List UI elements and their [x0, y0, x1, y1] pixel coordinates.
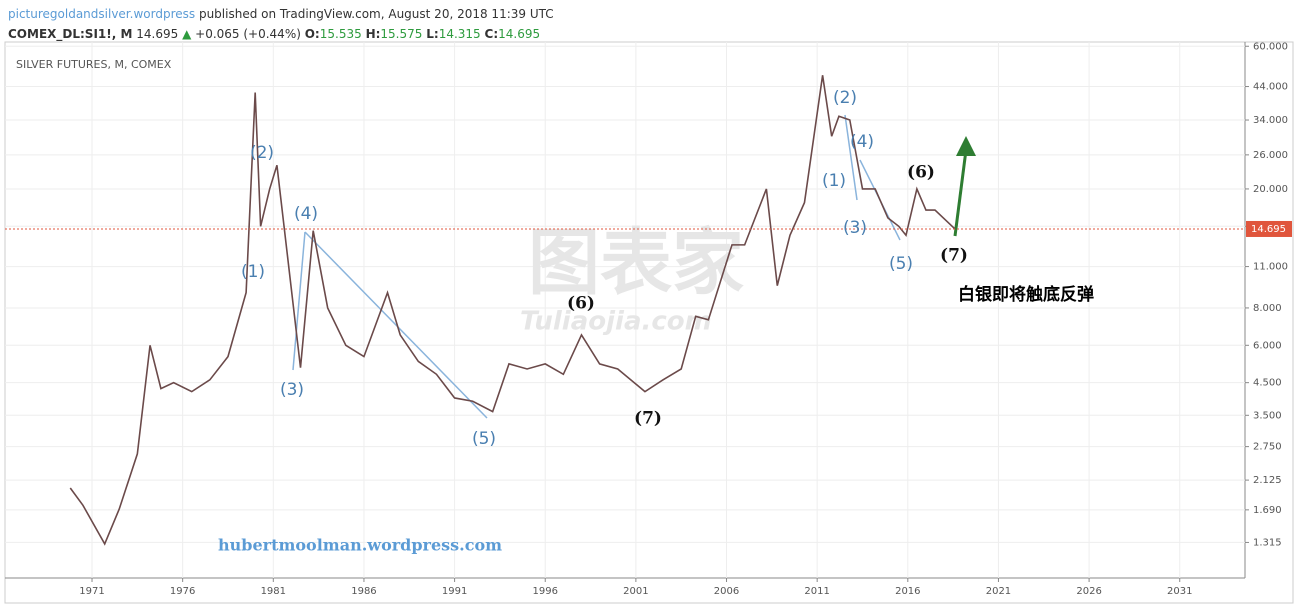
- x-tick-label: 2011: [804, 586, 829, 597]
- wave-line: [844, 114, 858, 201]
- wave-label-major: (6): [567, 294, 595, 314]
- last-price-box: [1246, 220, 1292, 237]
- y-tick-label: 34.000: [1253, 115, 1288, 126]
- wave-label: (5): [472, 429, 496, 449]
- close-value: 14.695: [498, 27, 541, 41]
- price: 14.695: [136, 27, 179, 41]
- wave-label: (2): [833, 88, 857, 108]
- x-tick-label: 2026: [1076, 586, 1101, 597]
- symbol: COMEX_DL:SI1!, M: [8, 27, 133, 41]
- x-tick-label: 2016: [895, 586, 920, 597]
- y-tick-label: 44.000: [1253, 82, 1288, 93]
- y-tick-label: 1.690: [1253, 505, 1282, 516]
- y-tick-label: 4.500: [1253, 378, 1282, 389]
- y-tick-label: 1.315: [1253, 537, 1282, 548]
- close-label: C:: [484, 27, 499, 41]
- y-tick-label: 3.500: [1253, 410, 1282, 421]
- y-tick-label: 60.000: [1253, 41, 1288, 52]
- y-tick-label: 26.000: [1253, 150, 1288, 161]
- credit: hubertmoolman.wordpress.com: [218, 536, 502, 555]
- x-tick-label: 1996: [533, 586, 558, 597]
- x-tick-label: 1971: [79, 586, 104, 597]
- wave-label: (3): [280, 380, 304, 400]
- header: picturegoldandsilver.wordpress published…: [8, 4, 554, 44]
- wave-label-major: (7): [634, 409, 662, 429]
- wave-label: (4): [850, 132, 874, 152]
- change: +0.065 (+0.44%): [195, 27, 301, 41]
- wave-label: (1): [241, 262, 265, 282]
- high-value: 15.575: [380, 27, 423, 41]
- last-price-label: 14.695: [1251, 224, 1286, 235]
- grid: [5, 42, 1245, 578]
- chart-title: SILVER FUTURES, M, COMEX: [16, 58, 172, 71]
- watermark-url: Tuliaojia.com: [520, 307, 712, 337]
- wave-label-major: (7): [940, 246, 968, 266]
- x-tick-label: 1986: [351, 586, 376, 597]
- high-label: H:: [365, 27, 381, 41]
- x-tick-label: 2031: [1167, 586, 1192, 597]
- wave-label: (2): [250, 143, 274, 163]
- y-tick-label: 2.125: [1253, 475, 1282, 486]
- low-label: L:: [426, 27, 439, 41]
- y-tick-label: 8.000: [1253, 303, 1282, 314]
- x-tick-label: 1991: [442, 586, 467, 597]
- x-tick-label: 2021: [986, 586, 1011, 597]
- author-link[interactable]: picturegoldandsilver.wordpress: [8, 7, 196, 21]
- wave-line: [304, 231, 488, 419]
- open-value: 15.535: [319, 27, 362, 41]
- y-tick-label: 11.000: [1253, 262, 1288, 273]
- wave-label: (4): [294, 204, 318, 224]
- x-tick-label: 1981: [261, 586, 286, 597]
- x-tick-label: 2001: [623, 586, 648, 597]
- wave-label: (1): [822, 171, 846, 191]
- y-tick-label: 2.750: [1253, 442, 1282, 453]
- low-value: 14.315: [438, 27, 481, 41]
- published: published on TradingView.com, August 20,…: [198, 7, 554, 21]
- ticker-line: COMEX_DL:SI1!, M 14.695 ▲ +0.065 (+0.44%…: [8, 27, 541, 41]
- watermark: 图表家: [528, 221, 744, 305]
- x-tick-label: 1976: [170, 586, 195, 597]
- x-tick-label: 2006: [714, 586, 739, 597]
- publish-line: picturegoldandsilver.wordpress published…: [8, 4, 554, 24]
- price-line: [69, 75, 956, 546]
- arrow-shaft: [953, 149, 968, 237]
- wave-label: (3): [843, 218, 867, 238]
- wave-label: (5): [889, 254, 913, 274]
- wave-line: [292, 231, 306, 371]
- wave-label-major: (6): [907, 163, 935, 183]
- y-tick-label: 20.000: [1253, 184, 1288, 195]
- open-label: O:: [304, 27, 320, 41]
- chinese-note: 白银即将触底反弹: [958, 284, 1094, 305]
- arrow-head: [956, 136, 976, 156]
- y-tick-label: 6.000: [1253, 340, 1282, 351]
